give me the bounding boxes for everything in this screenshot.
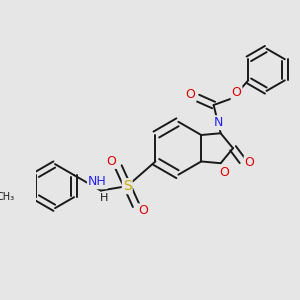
Text: O: O xyxy=(186,88,196,101)
Text: O: O xyxy=(232,86,242,99)
Text: O: O xyxy=(106,155,116,168)
Text: NH: NH xyxy=(88,175,107,188)
Text: H: H xyxy=(100,193,109,202)
Text: O: O xyxy=(219,166,229,178)
Text: O: O xyxy=(244,156,254,169)
Text: S: S xyxy=(123,179,132,193)
Text: O: O xyxy=(138,204,148,217)
Text: CH₃: CH₃ xyxy=(0,192,15,202)
Text: N: N xyxy=(214,116,224,129)
